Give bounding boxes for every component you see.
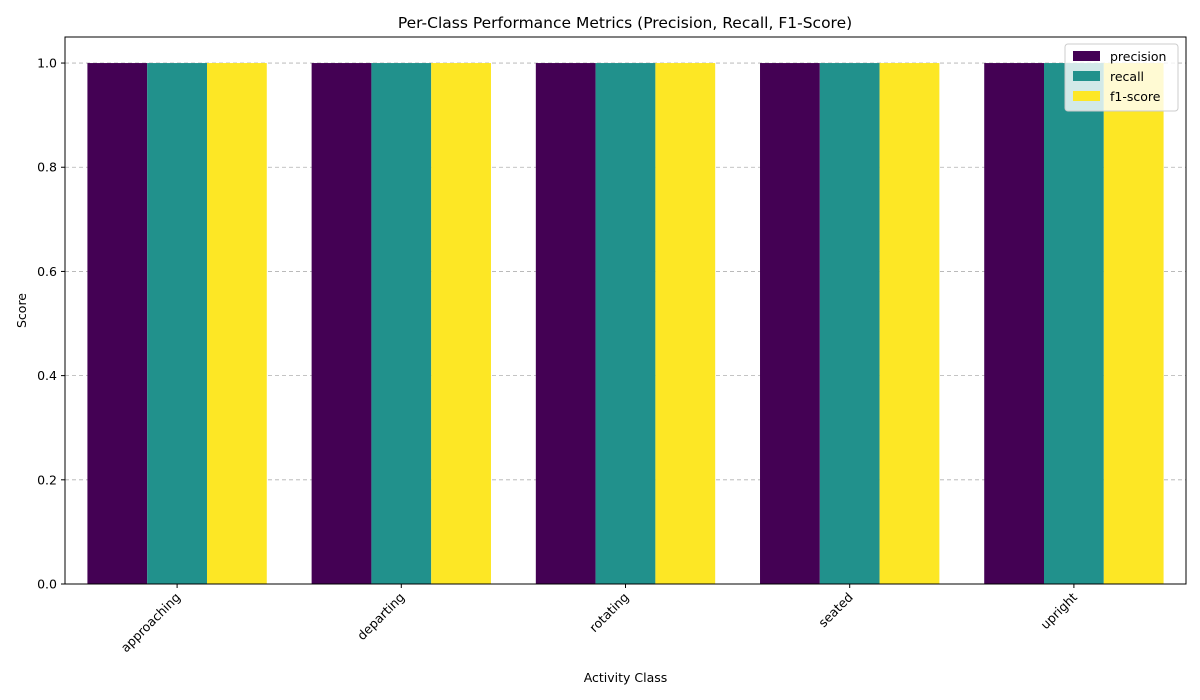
- bar-recall-seated: [819, 63, 880, 585]
- y-tick-label: 0.6: [37, 264, 57, 279]
- y-axis-label: Score: [14, 293, 29, 328]
- legend-swatch-recall: [1073, 71, 1100, 81]
- y-tick-label: 0.0: [37, 577, 57, 592]
- bar-f1-score-approaching: [206, 63, 267, 585]
- legend: precision recall f1-score: [1064, 43, 1179, 112]
- bar-recall-approaching: [147, 63, 207, 585]
- bars: [87, 63, 1164, 585]
- y-tick-label: 0.4: [37, 368, 57, 383]
- bar-precision-departing: [311, 63, 372, 585]
- y-tick-label: 0.8: [37, 160, 57, 175]
- bar-f1-score-seated: [879, 63, 940, 585]
- legend-label-precision: precision: [1110, 49, 1166, 64]
- bar-f1-score-upright: [1103, 63, 1164, 585]
- y-tick-label: 0.2: [37, 472, 57, 487]
- x-tick-label: rotating: [586, 590, 631, 635]
- x-tick-label: approaching: [118, 590, 184, 656]
- bar-precision-seated: [760, 63, 820, 585]
- x-tick-label: upright: [1037, 589, 1080, 632]
- x-axis-label: Activity Class: [584, 670, 668, 685]
- bar-f1-score-departing: [431, 63, 491, 585]
- bar-precision-approaching: [87, 63, 148, 585]
- y-tick-label: 1.0: [37, 56, 57, 71]
- legend-swatch-precision: [1073, 51, 1100, 61]
- bar-precision-upright: [984, 63, 1045, 585]
- legend-label-recall: recall: [1110, 69, 1144, 84]
- chart-title: Per-Class Performance Metrics (Precision…: [398, 14, 852, 32]
- bar-recall-rotating: [595, 63, 656, 585]
- legend-label-f1-score: f1-score: [1110, 89, 1161, 104]
- bar-f1-score-rotating: [655, 63, 716, 585]
- legend-swatch-f1-score: [1073, 91, 1100, 101]
- bar-precision-rotating: [535, 63, 596, 585]
- x-tick-label: seated: [815, 590, 856, 631]
- bar-recall-departing: [371, 63, 432, 585]
- x-tick-label: departing: [354, 590, 407, 643]
- bar-recall-upright: [1044, 63, 1104, 585]
- x-axis: approaching departing rotating seated uprigh…: [118, 584, 1080, 656]
- y-axis: 0.0 0.2 0.4 0.6 0.8 1.0: [37, 56, 65, 592]
